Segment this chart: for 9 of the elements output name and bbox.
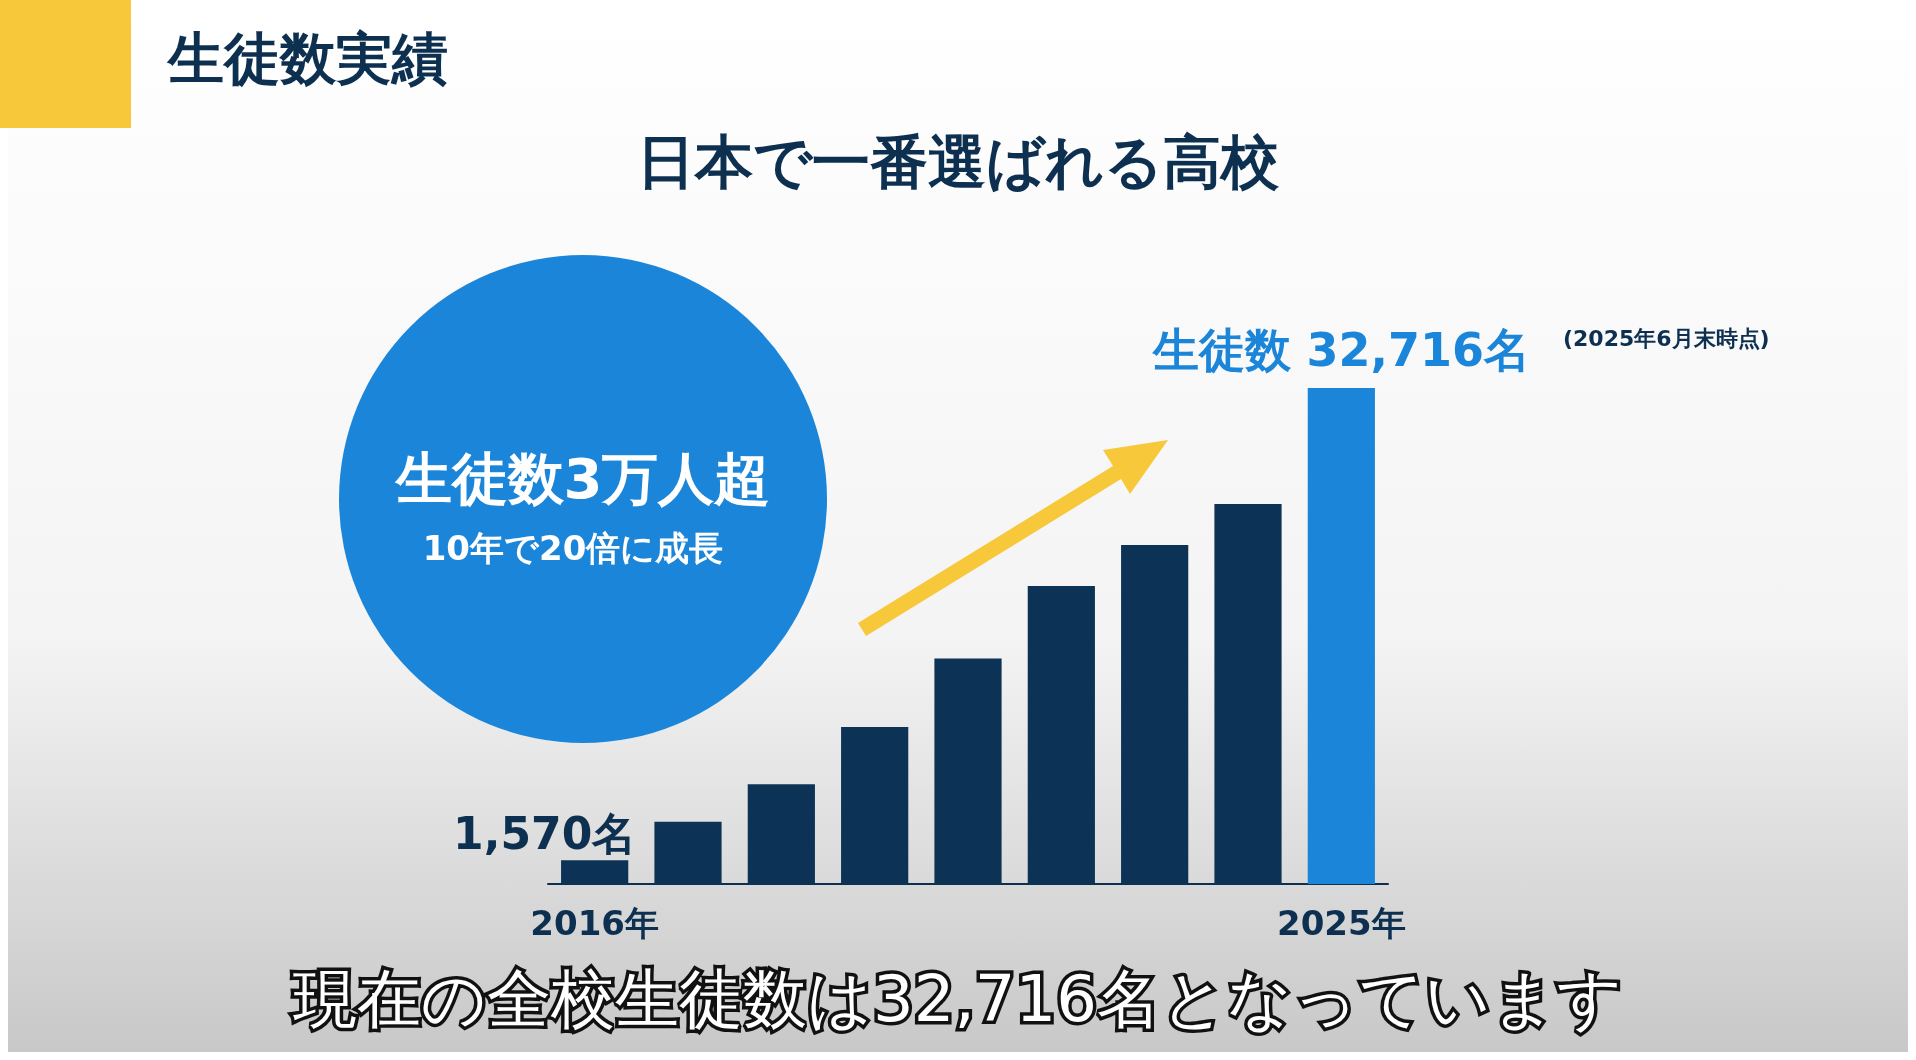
annotation: 10年で20倍に成長 [422,528,724,568]
annotation: 生徒数3万人超 [393,445,771,511]
data-label: 生徒数 32,716名 [1150,323,1531,377]
chart-subtitle: 日本で一番選ばれる高校 [637,128,1280,196]
x-tick-label: 2016年 [530,903,659,943]
chart-title: 生徒数実績 [166,25,448,91]
text: (2025年6月末時点) [1563,325,1770,351]
data-label: 1,570名 [453,807,637,859]
x-tick-label: 2025年 [1277,903,1406,943]
